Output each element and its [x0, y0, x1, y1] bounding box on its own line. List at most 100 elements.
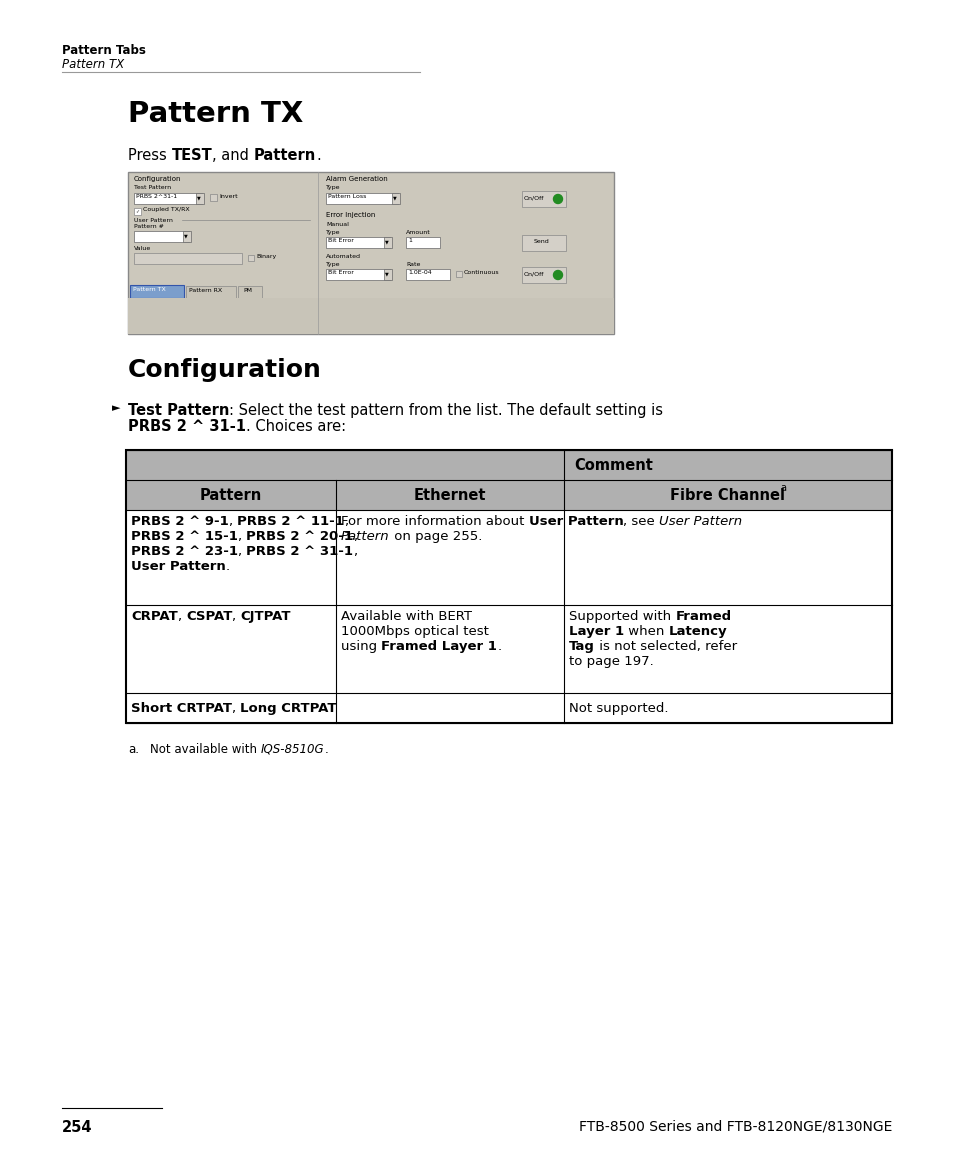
Text: ,: ,: [229, 515, 237, 529]
Text: Manual: Manual: [326, 223, 349, 227]
Text: Framed: Framed: [675, 610, 731, 624]
Text: ,: ,: [353, 545, 357, 557]
Text: Fibre Channel: Fibre Channel: [670, 488, 784, 503]
Text: .: .: [226, 560, 230, 573]
Bar: [126, 510, 891, 723]
Text: ▼: ▼: [385, 239, 388, 245]
Bar: [521, 267, 565, 283]
Bar: [335, 450, 891, 480]
Bar: [195, 194, 204, 204]
Bar: [406, 236, 439, 248]
Text: is not selected, refer: is not selected, refer: [595, 640, 737, 653]
Text: ,: ,: [237, 530, 246, 544]
Text: CSPAT: CSPAT: [186, 610, 233, 624]
Text: : Select the test pattern from the list. The default setting is: : Select the test pattern from the list.…: [229, 403, 662, 418]
Text: ,: ,: [233, 610, 240, 624]
Text: Automated: Automated: [326, 254, 360, 258]
Text: Test Pattern: Test Pattern: [128, 403, 229, 418]
Text: ▼: ▼: [196, 195, 200, 201]
Text: Short CRTPAT: Short CRTPAT: [131, 702, 232, 715]
Text: Comment: Comment: [574, 458, 653, 473]
Text: using: using: [340, 640, 381, 653]
Text: Amount: Amount: [406, 229, 431, 235]
Text: 1000Mbps optical test: 1000Mbps optical test: [340, 625, 488, 637]
Bar: [183, 231, 191, 242]
Text: Configuration: Configuration: [128, 358, 321, 382]
Text: Invert: Invert: [219, 194, 237, 199]
Text: Rate: Rate: [406, 262, 420, 267]
Text: PRBS 2 ^ 20-1: PRBS 2 ^ 20-1: [246, 530, 353, 544]
Text: Available with BERT: Available with BERT: [340, 610, 472, 624]
Bar: [248, 255, 253, 261]
Text: a: a: [780, 483, 785, 493]
Text: 1.0E-04: 1.0E-04: [408, 270, 432, 275]
Text: Bit Error: Bit Error: [328, 238, 354, 243]
Text: PRBS 2 ^ 23-1: PRBS 2 ^ 23-1: [131, 545, 237, 557]
Bar: [128, 298, 614, 334]
Bar: [456, 271, 461, 277]
Text: a.: a.: [128, 743, 139, 756]
Text: , see: , see: [622, 515, 659, 529]
Text: On/Off: On/Off: [523, 271, 544, 276]
Text: CJTPAT: CJTPAT: [240, 610, 291, 624]
Text: when: when: [623, 625, 668, 637]
Text: Coupled TX/RX: Coupled TX/RX: [143, 207, 190, 212]
Text: User Pattern: User Pattern: [131, 560, 226, 573]
Text: Tag: Tag: [568, 640, 595, 653]
Text: Pattern RX: Pattern RX: [189, 287, 222, 293]
Bar: [126, 450, 891, 723]
Text: ,: ,: [353, 530, 357, 544]
Text: Pattern TX: Pattern TX: [128, 100, 303, 127]
Bar: [326, 269, 390, 280]
Bar: [384, 269, 392, 280]
Text: User Pattern: User Pattern: [133, 218, 172, 223]
Text: TEST: TEST: [172, 148, 212, 163]
Bar: [133, 207, 141, 216]
Text: PM: PM: [243, 287, 252, 293]
Text: Send: Send: [534, 239, 549, 245]
Text: User Pattern: User Pattern: [659, 515, 741, 529]
Text: Pattern: Pattern: [253, 148, 315, 163]
Text: Type: Type: [326, 229, 340, 235]
Text: IQS-8510G: IQS-8510G: [260, 743, 324, 756]
Text: PRBS 2 ^ 31-1: PRBS 2 ^ 31-1: [246, 545, 353, 557]
Text: ,: ,: [344, 515, 348, 529]
Text: CRPAT: CRPAT: [131, 610, 177, 624]
Text: Pattern Loss: Pattern Loss: [328, 194, 366, 199]
Text: ,: ,: [177, 610, 186, 624]
Text: ▼: ▼: [385, 271, 388, 276]
Bar: [521, 235, 565, 252]
Text: Alarm Generation: Alarm Generation: [326, 176, 387, 182]
Bar: [237, 286, 262, 298]
Text: ,: ,: [232, 702, 240, 715]
Text: .: .: [497, 640, 501, 653]
Text: Value: Value: [133, 246, 152, 252]
Text: PRBS 2 ^ 11-1: PRBS 2 ^ 11-1: [237, 515, 344, 529]
Text: Supported with: Supported with: [568, 610, 675, 624]
Bar: [130, 285, 184, 298]
Bar: [186, 286, 235, 298]
Text: Not supported.: Not supported.: [568, 702, 668, 715]
Text: ►: ►: [112, 403, 120, 413]
Text: Type: Type: [326, 262, 340, 267]
Text: Pattern TX: Pattern TX: [62, 58, 124, 71]
Text: ▼: ▼: [393, 195, 396, 201]
Text: Press: Press: [128, 148, 172, 163]
Text: Long CRTPAT: Long CRTPAT: [240, 702, 336, 715]
Text: 1: 1: [408, 238, 412, 243]
Bar: [126, 450, 335, 480]
Bar: [128, 172, 614, 334]
Bar: [326, 194, 397, 204]
Text: Not available with: Not available with: [150, 743, 260, 756]
Text: Pattern: Pattern: [200, 488, 262, 503]
Text: ,: ,: [237, 545, 246, 557]
Text: PRBS 2 ^ 15-1: PRBS 2 ^ 15-1: [131, 530, 237, 544]
Text: ✓: ✓: [135, 207, 139, 213]
Bar: [133, 231, 189, 242]
Text: PRBS 2 ^ 9-1: PRBS 2 ^ 9-1: [131, 515, 229, 529]
Text: On/Off: On/Off: [523, 195, 544, 201]
Text: For more information about: For more information about: [340, 515, 528, 529]
Text: to page 197.: to page 197.: [568, 655, 653, 668]
Bar: [133, 194, 202, 204]
Text: Bit Error: Bit Error: [328, 270, 354, 275]
